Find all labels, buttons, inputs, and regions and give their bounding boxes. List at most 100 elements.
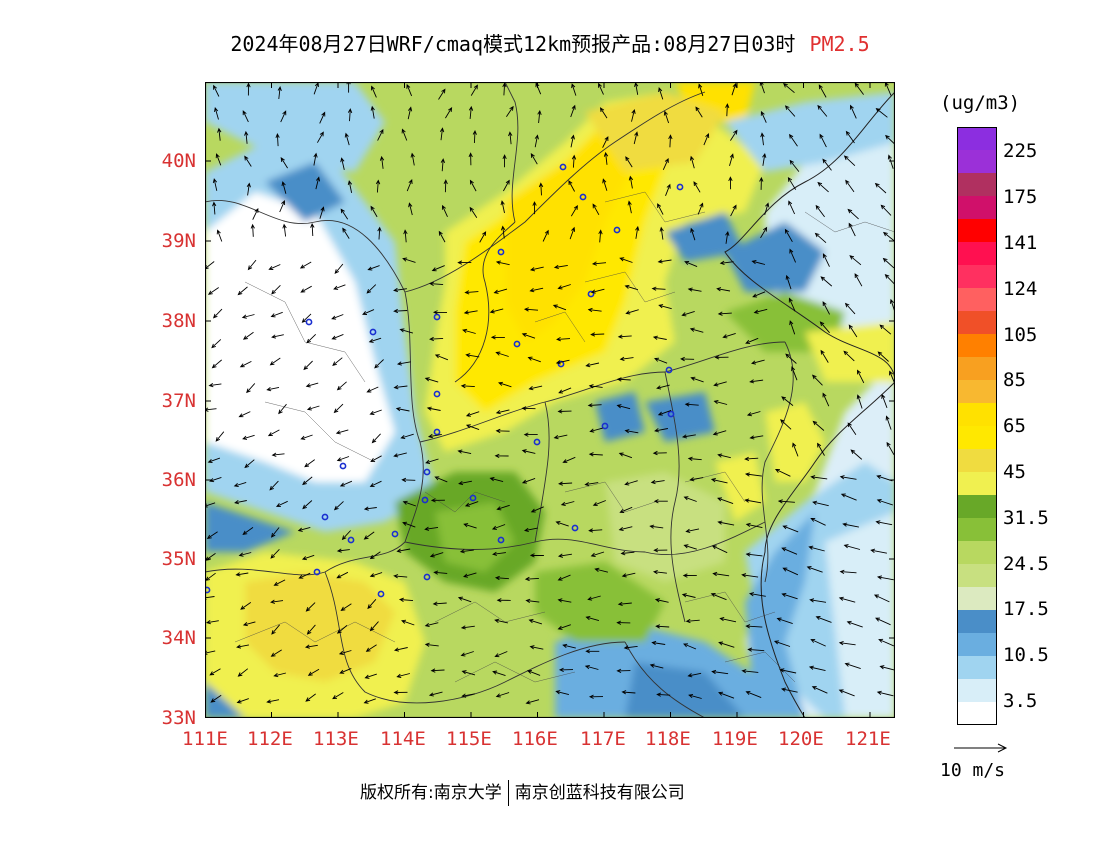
wind-arrow bbox=[570, 205, 578, 217]
copyright-text: 版权所有:南京大学 bbox=[360, 783, 502, 803]
wind-arrow bbox=[650, 479, 665, 485]
wind-arrow bbox=[275, 133, 280, 147]
wind-arrow bbox=[587, 403, 602, 408]
wind-arrow bbox=[725, 230, 730, 244]
wind-arrow bbox=[785, 274, 792, 290]
wind-arrow bbox=[535, 82, 542, 95]
wind-arrow bbox=[789, 159, 800, 172]
wind-arrow bbox=[496, 504, 510, 511]
wind-arrow bbox=[625, 309, 639, 315]
wind-arrow bbox=[270, 548, 280, 559]
wind-arrow bbox=[393, 452, 407, 458]
wind-arrow bbox=[469, 206, 478, 218]
wind-arrow bbox=[760, 132, 765, 146]
city-marker bbox=[377, 590, 385, 598]
wind-arrow bbox=[849, 255, 862, 266]
wind-arrow bbox=[281, 181, 287, 194]
wind-arrow bbox=[809, 598, 827, 603]
wind-arrow bbox=[495, 428, 510, 434]
wind-arrow bbox=[428, 691, 443, 697]
wind-arrow bbox=[275, 500, 288, 507]
wind-arrow bbox=[697, 202, 704, 215]
wind-arrow bbox=[215, 153, 222, 166]
wind-arrow bbox=[495, 409, 510, 415]
wind-arrow bbox=[810, 517, 826, 526]
wind-arrow bbox=[747, 647, 765, 652]
wind-arrow bbox=[492, 670, 506, 677]
wind-arrow bbox=[587, 307, 602, 313]
wind-arrow bbox=[305, 602, 316, 612]
wind-arrow bbox=[465, 424, 480, 431]
wind-arrow bbox=[307, 668, 320, 676]
wind-arrow bbox=[843, 155, 856, 167]
wind-arrow bbox=[424, 377, 439, 383]
wind-arrow bbox=[681, 310, 695, 317]
wind-arrow bbox=[847, 422, 857, 436]
legend-swatch bbox=[957, 656, 997, 679]
wind-arrow bbox=[759, 82, 765, 94]
wind-arrow bbox=[393, 308, 408, 314]
city-marker bbox=[339, 462, 347, 470]
wind-arrow bbox=[338, 650, 352, 655]
wind-arrow bbox=[687, 672, 702, 678]
wind-arrow bbox=[879, 665, 895, 671]
wind-arrow bbox=[685, 618, 700, 624]
wind-arrow bbox=[333, 284, 346, 290]
wind-arrow bbox=[377, 129, 384, 141]
wind-arrow bbox=[429, 336, 444, 342]
wind-arrow bbox=[525, 699, 540, 705]
wind-arrow bbox=[882, 231, 895, 242]
wind-arrow bbox=[745, 552, 763, 557]
city-marker bbox=[497, 248, 505, 256]
wind-arrow bbox=[745, 337, 759, 344]
wind-arrow bbox=[401, 619, 415, 626]
wind-arrow bbox=[878, 638, 894, 647]
wind-arrow bbox=[588, 528, 603, 533]
wind-arrow bbox=[689, 477, 704, 482]
wind-arrow bbox=[553, 434, 568, 440]
wind-arrow bbox=[521, 477, 536, 484]
wind-arrow bbox=[875, 520, 893, 526]
wind-arrow bbox=[500, 200, 505, 214]
wind-arrow bbox=[216, 229, 223, 242]
wind-arrow bbox=[429, 552, 444, 558]
wind-arrow bbox=[369, 621, 379, 632]
wind-arrow bbox=[458, 480, 472, 486]
wind-arrow bbox=[780, 419, 792, 430]
wind-arrow bbox=[854, 82, 864, 95]
wind-arrow bbox=[712, 571, 730, 577]
wind-arrow bbox=[603, 151, 609, 165]
wind-arrow bbox=[710, 478, 728, 484]
wind-arrow bbox=[844, 662, 861, 670]
wind-arrow bbox=[886, 441, 895, 456]
wind-arrow bbox=[822, 301, 830, 315]
wind-arrow bbox=[377, 226, 382, 240]
wind-arrow bbox=[461, 670, 476, 676]
wind-arrow bbox=[367, 599, 377, 610]
lat-label-37n: 37N bbox=[161, 390, 196, 412]
wind-arrow bbox=[267, 429, 280, 437]
legend-label: 141 bbox=[1003, 232, 1038, 254]
company-text: 南京创蓝科技有限公司 bbox=[514, 783, 685, 803]
wind-arrow bbox=[693, 181, 701, 193]
wind-arrow bbox=[207, 457, 221, 463]
wind-arrow bbox=[808, 665, 826, 672]
footer-divider bbox=[507, 780, 509, 806]
wind-arrow bbox=[463, 572, 477, 578]
wind-arrow bbox=[876, 575, 894, 581]
wind-arrow bbox=[815, 204, 825, 218]
wind-arrow bbox=[712, 430, 727, 436]
wind-arrow bbox=[557, 574, 571, 581]
wind-arrow bbox=[782, 525, 799, 533]
wind-arrow bbox=[844, 302, 856, 315]
lon-label-117e: 117E bbox=[580, 728, 626, 750]
wind-arrow bbox=[301, 554, 315, 561]
wind-arrow bbox=[332, 692, 344, 700]
wind-arrow bbox=[393, 690, 408, 695]
wind-arrow bbox=[464, 290, 479, 295]
forecast-map[interactable] bbox=[205, 82, 895, 718]
wind-arrow bbox=[493, 288, 508, 294]
wind-arrow bbox=[881, 393, 888, 409]
city-marker bbox=[347, 536, 355, 544]
wind-arrow bbox=[683, 496, 697, 502]
